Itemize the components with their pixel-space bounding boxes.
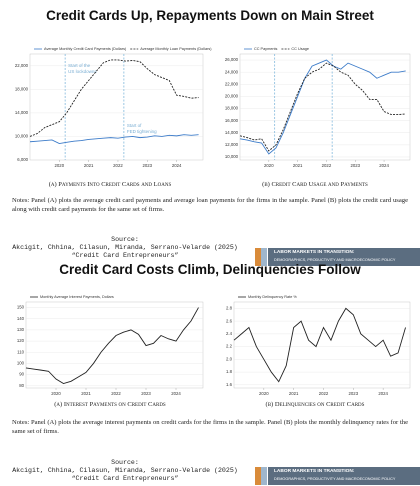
x-tick-label: 2020 bbox=[51, 391, 61, 396]
source-line: “Credit Card Entrepreneurs” bbox=[71, 252, 179, 259]
y-tick-label: 16,000 bbox=[225, 118, 239, 123]
plot-area bbox=[25, 301, 204, 389]
y-tick-label: 18,000 bbox=[225, 106, 239, 111]
x-tick-label: 2023 bbox=[349, 391, 359, 396]
caption: (a) Payments Into Credit Cards and Loans bbox=[48, 181, 172, 188]
banner-subtitle: DEMOGRAPHICS, PRODUCTIVITY AND MACROECON… bbox=[274, 476, 396, 481]
plot-area bbox=[239, 53, 411, 161]
y-tick-label: 10,000 bbox=[225, 154, 239, 159]
y-tick-label: 2.4 bbox=[226, 331, 233, 336]
y-tick-label: 10,000 bbox=[15, 134, 29, 139]
legend-label: Monthly Average Interest Payments, Dolla… bbox=[40, 295, 114, 299]
y-tick-label: 100 bbox=[17, 361, 25, 366]
y-tick-label: 2.0 bbox=[226, 356, 233, 361]
legend-label: CC Payments bbox=[254, 47, 278, 51]
y-tick-label: 2.6 bbox=[226, 318, 233, 323]
banner: LABOR MARKETS IN TRANSITION: DEMOGRAPHIC… bbox=[268, 248, 420, 266]
caption: (a) Interest Payments on Credit Cards bbox=[54, 401, 166, 408]
plot-area bbox=[29, 53, 204, 161]
y-tick-label: 26,000 bbox=[225, 57, 239, 62]
x-tick-label: 2023 bbox=[350, 163, 360, 168]
legend-label: Monthly Delinquency Rate % bbox=[248, 295, 297, 299]
legend-label: CC Usage bbox=[291, 47, 309, 51]
source-line: Source: bbox=[111, 236, 139, 243]
x-tick-label: 2022 bbox=[322, 163, 332, 168]
logo-block bbox=[255, 467, 261, 485]
y-tick-label: 1.8 bbox=[226, 369, 233, 374]
source-line: Source: bbox=[111, 459, 139, 466]
annotation: Start of FED tightening bbox=[127, 123, 157, 134]
slide-title: Credit Cards Up, Repayments Down on Main… bbox=[46, 8, 374, 23]
y-tick-label: 2.2 bbox=[226, 344, 233, 349]
y-tick-label: 20,000 bbox=[225, 94, 239, 99]
series-line bbox=[29, 134, 199, 144]
slide-title: Credit Card Costs Climb, Delinquencies F… bbox=[59, 262, 361, 277]
x-tick-label: 2022 bbox=[319, 391, 329, 396]
x-tick-label: 2024 bbox=[379, 163, 389, 168]
y-tick-label: 22,000 bbox=[15, 63, 29, 68]
logo-block bbox=[261, 248, 267, 266]
y-tick-label: 12,000 bbox=[225, 142, 239, 147]
banner: LABOR MARKETS IN TRANSITION: DEMOGRAPHIC… bbox=[268, 467, 420, 485]
y-tick-label: 130 bbox=[17, 327, 25, 332]
notes: Notes: Panel (A) plots the average credi… bbox=[12, 197, 408, 213]
y-tick-label: 6,000 bbox=[17, 157, 28, 162]
x-tick-label: 2021 bbox=[293, 163, 303, 168]
x-tick-label: 2021 bbox=[84, 163, 94, 168]
annotation: Start of the US lockdowns bbox=[68, 63, 97, 74]
series-line bbox=[239, 62, 406, 152]
x-tick-label: 2022 bbox=[113, 163, 123, 168]
series-line bbox=[239, 59, 406, 155]
series-line bbox=[25, 307, 199, 385]
banner-title: LABOR MARKETS IN TRANSITION: bbox=[274, 250, 355, 255]
x-tick-label: 2024 bbox=[378, 391, 388, 396]
banner-title: LABOR MARKETS IN TRANSITION: bbox=[274, 469, 355, 474]
y-tick-label: 140 bbox=[17, 316, 25, 321]
x-tick-label: 2022 bbox=[111, 391, 121, 396]
caption: (b) Delinquencies on Credit Cards bbox=[265, 401, 365, 408]
legend-label: Average Monthly Credit Card Payments (Do… bbox=[44, 47, 127, 51]
source: Source: Akcigit, Chhina, Cilasun, Mirand… bbox=[0, 459, 250, 483]
logo-block bbox=[255, 248, 261, 266]
y-tick-label: 80 bbox=[19, 383, 24, 388]
y-tick-label: 22,000 bbox=[225, 81, 239, 86]
x-tick-label: 2021 bbox=[81, 391, 91, 396]
y-tick-label: 120 bbox=[17, 338, 25, 343]
source-line: “Credit Card Entrepreneurs” bbox=[71, 475, 179, 482]
banner-subtitle: DEMOGRAPHICS, PRODUCTIVITY AND MACROECON… bbox=[274, 257, 396, 262]
y-tick-label: 14,000 bbox=[15, 110, 29, 115]
caption: (b) Credit Card Usage and Payments bbox=[262, 181, 368, 188]
y-tick-label: 110 bbox=[17, 349, 24, 354]
y-tick-label: 1.6 bbox=[226, 382, 233, 387]
x-tick-label: 2024 bbox=[171, 391, 181, 396]
legend-label: Average Monthly Loan Payments (Dollars) bbox=[140, 47, 212, 51]
source-line: Akcigit, Chhina, Cilasun, Miranda, Serra… bbox=[12, 467, 238, 474]
series-line bbox=[233, 307, 406, 383]
x-tick-label: 2020 bbox=[259, 391, 269, 396]
y-tick-label: 150 bbox=[17, 305, 25, 310]
source: Source: Akcigit, Chhina, Cilasun, Mirand… bbox=[0, 236, 250, 260]
x-tick-label: 2023 bbox=[143, 163, 153, 168]
x-tick-label: 2023 bbox=[141, 391, 151, 396]
notes: Notes: Panel (A) plots the average inter… bbox=[12, 419, 408, 435]
y-tick-label: 18,000 bbox=[15, 86, 29, 91]
logo-block bbox=[261, 467, 267, 485]
x-tick-label: 2020 bbox=[264, 163, 274, 168]
x-tick-label: 2024 bbox=[172, 163, 182, 168]
source-line: Akcigit, Chhina, Cilasun, Miranda, Serra… bbox=[12, 244, 238, 251]
x-tick-label: 2021 bbox=[289, 391, 299, 396]
y-tick-label: 14,000 bbox=[225, 130, 239, 135]
y-tick-label: 2.8 bbox=[226, 306, 233, 311]
plot-area bbox=[233, 301, 411, 389]
y-tick-label: 24,000 bbox=[225, 69, 239, 74]
y-tick-label: 90 bbox=[19, 372, 24, 377]
x-tick-label: 2020 bbox=[55, 163, 65, 168]
